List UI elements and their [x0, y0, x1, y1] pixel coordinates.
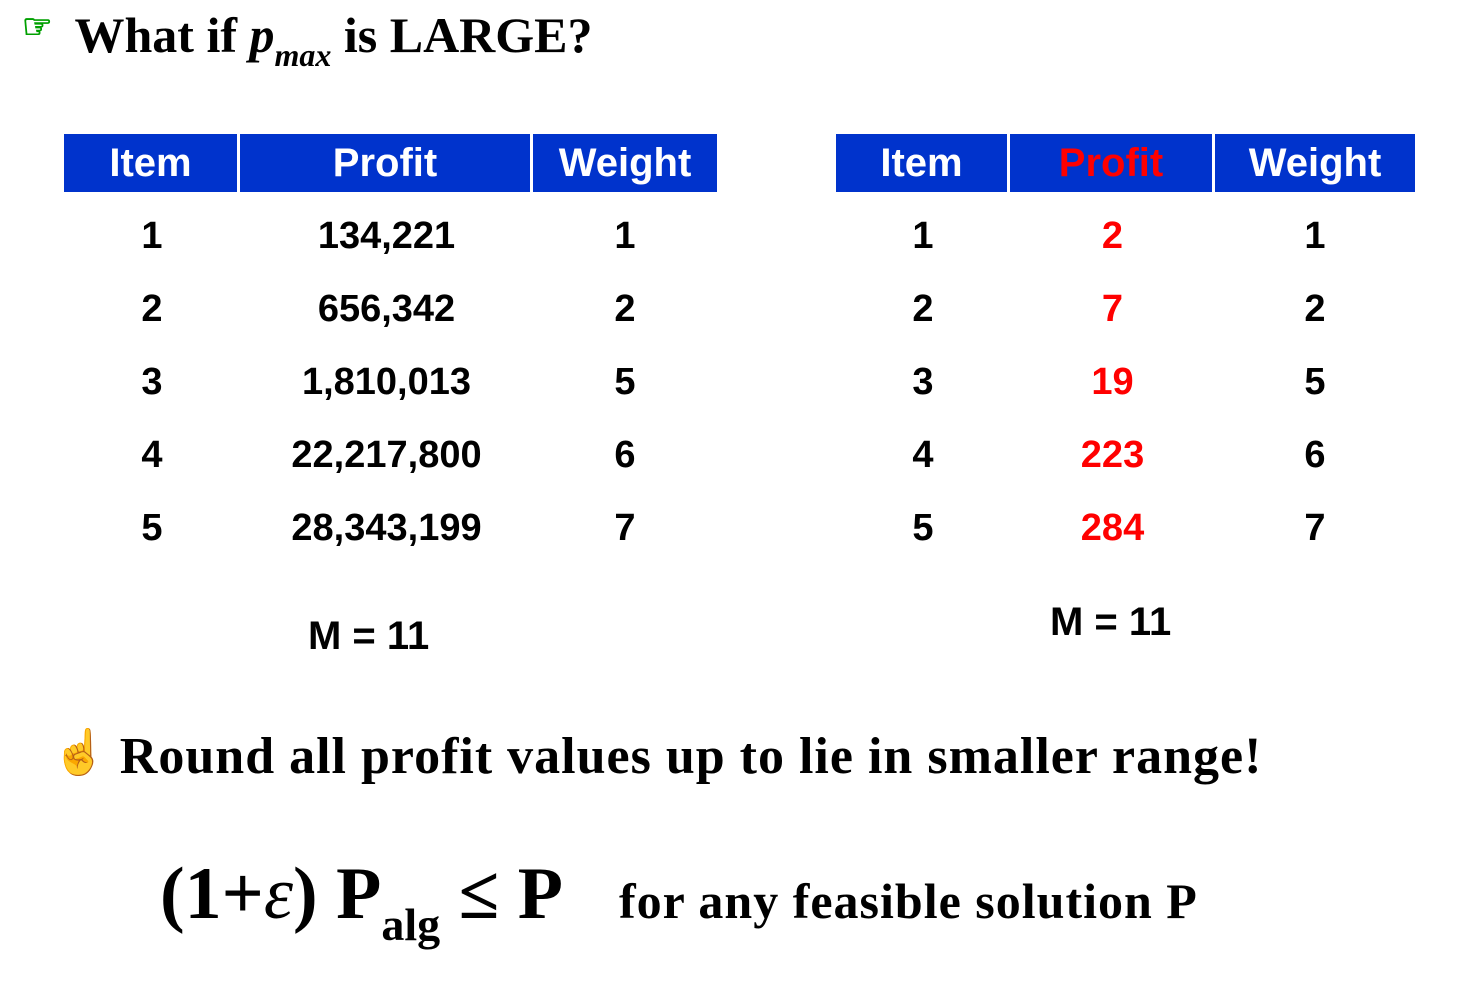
profit-cell: 2 [1101, 215, 1124, 257]
rounding-text: Round all profit values up to lie in sma… [119, 728, 1263, 785]
title-variable: p [249, 7, 275, 63]
profit-cell: 19 [1091, 361, 1134, 403]
weight-cell: 6 [1304, 434, 1326, 476]
profit-cell: 22,217,800 [291, 434, 482, 476]
column-header-weight: Weight [1215, 134, 1415, 192]
item-cell: 3 [912, 361, 934, 403]
original-profit-table: Item Profit Weight 1 134,221 1 2 656,342… [64, 134, 717, 565]
item-cell: 4 [141, 434, 163, 476]
item-cell: 1 [141, 215, 163, 257]
table-row: 1 134,221 1 [64, 192, 717, 273]
column-header-profit: Profit [1010, 134, 1215, 192]
weight-cell: 7 [614, 507, 636, 549]
weight-cell: 6 [614, 434, 636, 476]
table-row: 1 2 1 [836, 192, 1415, 273]
title-suffix: is LARGE? [331, 7, 593, 63]
column-header-profit: Profit [240, 134, 533, 192]
profit-cell: 28,343,199 [291, 507, 482, 549]
item-cell: 2 [141, 288, 163, 330]
table-row: 3 19 5 [836, 346, 1415, 419]
slide-title: ☞ What if pmax is LARGE? [22, 6, 593, 74]
approximation-formula: (1+ε) Palg ≤ P for any feasible solution … [160, 852, 1198, 951]
item-cell: 4 [912, 434, 934, 476]
item-cell: 5 [912, 507, 934, 549]
profit-cell: 656,342 [317, 288, 456, 330]
table-row: 3 1,810,013 5 [64, 346, 717, 419]
formula-relation: ≤ P [440, 853, 563, 935]
column-header-weight: Weight [533, 134, 717, 192]
capacity-label-right: M = 11 [1050, 600, 1172, 644]
weight-cell: 2 [614, 288, 636, 330]
weight-cell: 5 [1304, 361, 1326, 403]
formula-tail-text: for any feasible solution P [618, 873, 1198, 929]
formula-open: (1+ [160, 853, 264, 935]
weight-cell: 1 [1304, 215, 1326, 257]
item-cell: 1 [912, 215, 934, 257]
capacity-label-left: M = 11 [308, 614, 430, 658]
item-cell: 3 [141, 361, 163, 403]
title-subscript: max [274, 37, 332, 73]
column-header-item: Item [836, 134, 1010, 192]
column-header-item: Item [64, 134, 240, 192]
weight-cell: 7 [1304, 507, 1326, 549]
profit-cell: 223 [1080, 434, 1145, 476]
weight-cell: 5 [614, 361, 636, 403]
pointing-hand-icon: ☞ [22, 9, 53, 46]
table-header-row: Item Profit Weight [64, 134, 717, 192]
table-row: 4 223 6 [836, 419, 1415, 492]
table-row: 4 22,217,800 6 [64, 419, 717, 492]
item-cell: 5 [141, 507, 163, 549]
formula-expression: (1+ε) Palg ≤ P [160, 853, 563, 950]
profit-cell: 7 [1101, 288, 1124, 330]
item-cell: 2 [912, 288, 934, 330]
index-finger-icon: ☝ [52, 728, 108, 777]
weight-cell: 1 [614, 215, 636, 257]
epsilon-symbol: ε [263, 853, 293, 935]
table-row: 2 7 2 [836, 273, 1415, 346]
rounding-statement: ☝ Round all profit values up to lie in sm… [52, 726, 1262, 786]
table-header-row: Item Profit Weight [836, 134, 1415, 192]
profit-cell: 134,221 [317, 215, 456, 257]
table-row: 5 284 7 [836, 492, 1415, 565]
formula-subscript: alg [381, 899, 441, 950]
formula-close: ) P [292, 853, 382, 935]
table-row: 5 28,343,199 7 [64, 492, 717, 565]
weight-cell: 2 [1304, 288, 1326, 330]
profit-cell: 284 [1080, 507, 1145, 549]
table-row: 2 656,342 2 [64, 273, 717, 346]
title-prefix: What if [74, 7, 250, 63]
profit-cell: 1,810,013 [301, 361, 472, 403]
rounded-profit-table: Item Profit Weight 1 2 1 2 7 2 3 19 5 4 … [836, 134, 1415, 565]
